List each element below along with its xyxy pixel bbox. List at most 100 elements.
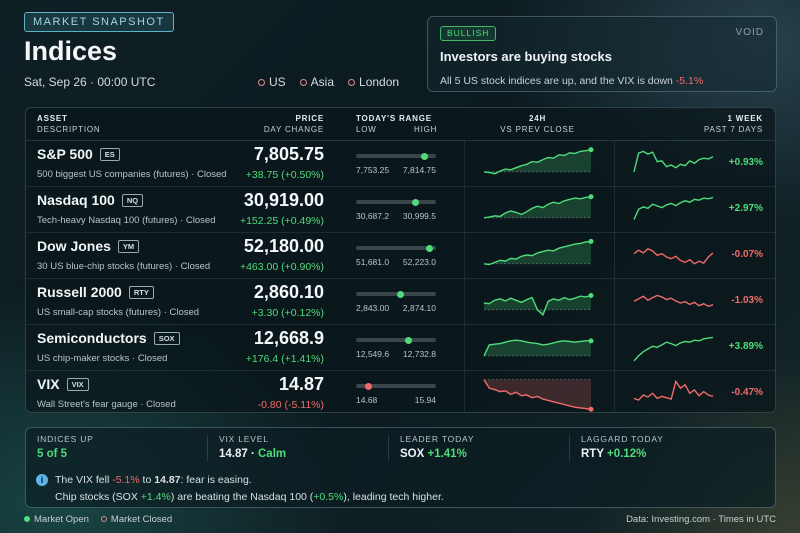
stat-value: SOX +1.41% bbox=[400, 448, 467, 460]
table-row[interactable]: VIX VIX Wall Street's fear gauge · Closed… bbox=[26, 371, 775, 412]
sparkline-line bbox=[633, 336, 714, 362]
table-row[interactable]: Russell 2000 RTY US small-cap stocks (fut… bbox=[26, 279, 775, 325]
col-asset: ASSET bbox=[37, 114, 68, 123]
market-us[interactable]: US bbox=[258, 75, 286, 89]
range-marker bbox=[396, 290, 404, 298]
sentiment-card: BULLISH VOID Investors are buying stocks… bbox=[427, 16, 777, 92]
table-row[interactable]: Nasdaq 100 NQ Tech-heavy Nasdaq 100 (futu… bbox=[26, 187, 775, 233]
chart-1-week bbox=[631, 191, 716, 231]
info-icon: i bbox=[36, 474, 48, 486]
col-description: DESCRIPTION bbox=[37, 125, 101, 134]
range-low: 14.68 bbox=[356, 395, 378, 405]
asset-name: S&P 500 ES bbox=[37, 146, 120, 162]
asset-price: 30,919.00 bbox=[243, 190, 324, 210]
asset-name: Semiconductors SOX bbox=[37, 330, 180, 346]
sparkline-area bbox=[484, 379, 591, 410]
chart-24h bbox=[481, 237, 594, 277]
sparkline-1-week bbox=[633, 379, 714, 401]
chart-1-week bbox=[631, 237, 716, 277]
ticker-badge: VIX bbox=[66, 378, 89, 391]
col-day-change: DAY CHANGE bbox=[263, 125, 324, 134]
insight-chips: Chip stocks (SOX +1.4%) are beating the … bbox=[55, 491, 444, 503]
sparkline-24h bbox=[483, 293, 594, 317]
range-high: 7,814.75 bbox=[402, 165, 436, 175]
chart-24h bbox=[481, 329, 594, 369]
sparkline-line bbox=[483, 240, 592, 266]
sparkline-area bbox=[484, 295, 591, 315]
chart-24h bbox=[481, 145, 594, 185]
stat-label: INDICES UP bbox=[37, 434, 94, 444]
stat-label: VIX LEVEL bbox=[219, 434, 269, 444]
col-low: LOW bbox=[356, 125, 377, 134]
sparkline-24h bbox=[483, 379, 594, 412]
range-high: 15.94 bbox=[414, 395, 436, 405]
brand-logo: VOID bbox=[735, 27, 764, 38]
market-snapshot-badge: MARKET SNAPSHOT bbox=[24, 12, 174, 32]
sentiment-body: All 5 US stock indices are up, and the V… bbox=[440, 75, 704, 87]
day-change: +3.30 (+0.12%) bbox=[251, 307, 324, 319]
summary-panel: INDICES UP 5 of 5 VIX LEVEL 14.87 · Calm LEA… bbox=[25, 427, 776, 508]
chart-24h bbox=[481, 191, 594, 231]
stat-label: LAGGARD TODAY bbox=[581, 434, 664, 444]
table-header: ASSET DESCRIPTION PRICE DAY CHANGE TODAY… bbox=[26, 108, 775, 141]
sparkline-line bbox=[483, 339, 591, 357]
col-vs-prev-close: VS PREV CLOSE bbox=[500, 125, 575, 134]
asset-price: 2,860.10 bbox=[253, 282, 324, 302]
asset-name: VIX VIX bbox=[37, 376, 89, 392]
legend-market-open: Market Open bbox=[24, 514, 89, 525]
table-row[interactable]: Semiconductors SOX US chip-maker stocks ·… bbox=[26, 325, 775, 371]
column-divider bbox=[464, 141, 465, 412]
stat-label: LEADER TODAY bbox=[400, 434, 475, 444]
asset-description: 500 biggest US companies (futures) · Clo… bbox=[37, 169, 227, 180]
range-low: 30,687.2 bbox=[356, 211, 390, 221]
col-todays-range: TODAY'S RANGE bbox=[356, 114, 432, 123]
insight-vix: The VIX fell -5.1% to 14.87: fear is eas… bbox=[55, 474, 252, 486]
table-row[interactable]: S&P 500 ES 500 biggest US companies (futu… bbox=[26, 141, 775, 187]
range-bar bbox=[356, 198, 436, 206]
asset-description: 30 US blue-chip stocks (futures) · Close… bbox=[37, 261, 211, 272]
asset-name: Russell 2000 RTY bbox=[37, 284, 154, 300]
legend-market-closed: Market Closed bbox=[100, 514, 172, 525]
closed-dot-icon bbox=[100, 516, 107, 522]
chart-1-week bbox=[631, 375, 716, 412]
sparkline-line bbox=[483, 379, 592, 410]
sparkline-1-week bbox=[633, 150, 714, 172]
asset-name: Nasdaq 100 NQ bbox=[37, 192, 144, 208]
asset-description: Wall Street's fear gauge · Closed bbox=[37, 399, 176, 410]
market-sessions: US Asia London bbox=[258, 75, 399, 89]
day-change: +38.75 (+0.50%) bbox=[245, 169, 324, 181]
sparkline-1-week bbox=[633, 336, 714, 362]
open-dot-icon bbox=[24, 516, 30, 522]
ticker-badge: ES bbox=[99, 148, 120, 161]
sparkline-1-week bbox=[633, 247, 714, 265]
legend: Market Open Market Closed bbox=[24, 514, 172, 525]
week-change: +3.89% bbox=[728, 341, 763, 352]
range-marker bbox=[421, 152, 429, 160]
bullish-badge: BULLISH bbox=[440, 26, 497, 41]
asset-name: Dow Jones YM bbox=[37, 238, 140, 254]
sparkline-line bbox=[483, 149, 592, 175]
asset-description: US small-cap stocks (futures) · Closed bbox=[37, 307, 200, 318]
sparkline-area bbox=[484, 196, 591, 218]
vix-change-value: -5.1% bbox=[675, 75, 704, 87]
snapshot-datetime: Sat, Sep 26 · 00:00 UTC bbox=[24, 75, 156, 89]
market-london[interactable]: London bbox=[348, 75, 399, 89]
range-low: 51,681.0 bbox=[356, 257, 390, 267]
asset-description: Tech-heavy Nasdaq 100 (futures) · Closed bbox=[37, 215, 216, 226]
sparkline-last-point bbox=[588, 238, 594, 244]
range-marker bbox=[426, 244, 434, 252]
asset-price: 12,668.9 bbox=[253, 328, 324, 348]
sparkline-line bbox=[633, 150, 714, 172]
data-source: Data: Investing.com · Times in UTC bbox=[626, 514, 776, 525]
closed-dot-icon bbox=[348, 79, 356, 86]
sparkline-last-point bbox=[588, 293, 594, 299]
sparkline-24h bbox=[483, 238, 594, 266]
sparkline-1-week bbox=[633, 294, 714, 308]
col-price: PRICE bbox=[295, 114, 324, 123]
sparkline-line bbox=[633, 247, 714, 265]
range-bar bbox=[356, 152, 436, 160]
market-asia[interactable]: Asia bbox=[299, 75, 334, 89]
ticker-badge: RTY bbox=[128, 286, 154, 299]
range-bar bbox=[356, 290, 436, 298]
table-row[interactable]: Dow Jones YM 30 US blue-chip stocks (futu… bbox=[26, 233, 775, 279]
